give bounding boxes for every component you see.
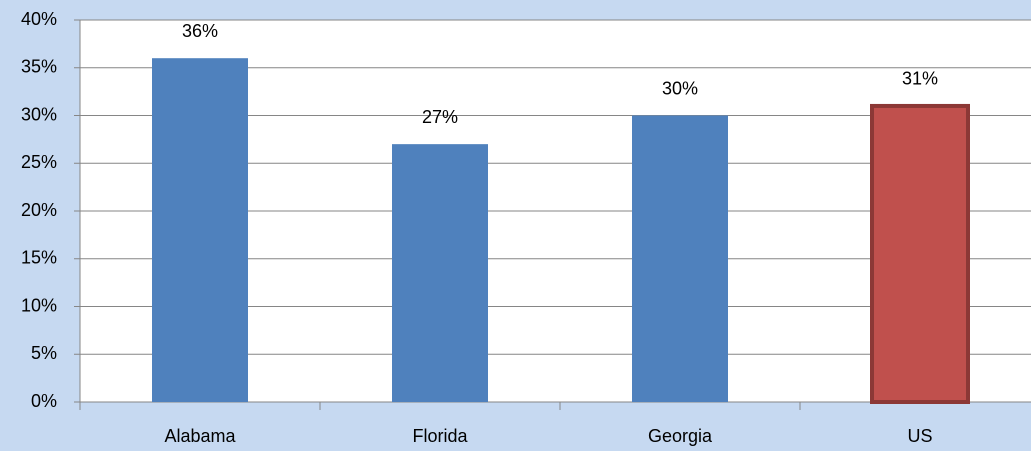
y-tick-label: 40% (21, 9, 57, 29)
y-tick-label: 10% (21, 295, 57, 315)
y-tick-label: 0% (31, 391, 57, 411)
y-tick-label: 20% (21, 200, 57, 220)
y-tick-label: 30% (21, 104, 57, 124)
data-label: 30% (662, 78, 698, 98)
bar (870, 103, 970, 404)
bar (392, 144, 488, 402)
data-label: 36% (182, 21, 218, 41)
data-label: 31% (902, 69, 938, 89)
bar (152, 58, 248, 402)
x-tick-label: Florida (412, 426, 468, 446)
x-tick-label: Alabama (164, 426, 236, 446)
y-tick-label: 35% (21, 57, 57, 77)
y-tick-label: 15% (21, 248, 57, 268)
x-tick-label: US (907, 426, 932, 446)
bar (632, 115, 728, 402)
y-tick-label: 5% (31, 343, 57, 363)
data-label: 27% (422, 107, 458, 127)
y-tick-label: 25% (21, 152, 57, 172)
x-tick-label: Georgia (648, 426, 713, 446)
